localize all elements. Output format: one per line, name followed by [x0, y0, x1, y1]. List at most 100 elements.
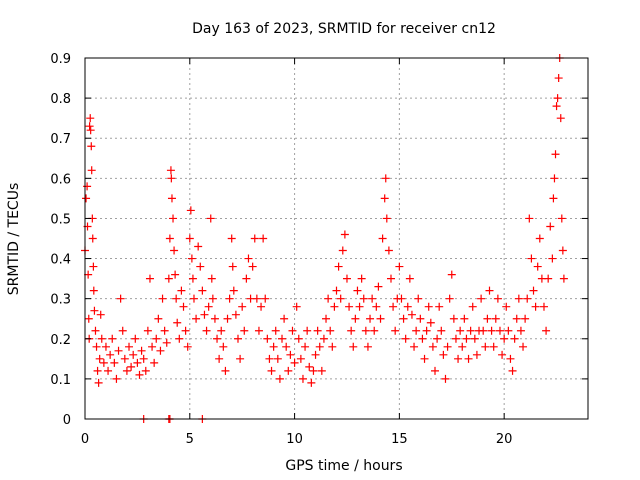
data-point	[133, 358, 142, 367]
data-point	[349, 342, 358, 351]
data-point	[420, 354, 429, 363]
data-point	[412, 326, 421, 335]
data-point	[556, 114, 565, 123]
data-point	[110, 358, 119, 367]
data-point	[542, 326, 551, 335]
data-point	[108, 334, 117, 343]
data-point	[259, 234, 268, 243]
data-point	[324, 294, 333, 303]
data-point	[361, 326, 370, 335]
data-point	[401, 334, 410, 343]
data-point	[213, 334, 222, 343]
data-point	[162, 338, 171, 347]
data-point	[166, 166, 175, 175]
data-point	[143, 326, 152, 335]
data-point	[410, 342, 419, 351]
data-point	[559, 274, 568, 283]
data-point	[548, 254, 557, 263]
data-point	[96, 310, 105, 319]
data-point	[544, 274, 553, 283]
data-point	[338, 246, 347, 255]
data-point	[389, 302, 398, 311]
data-point	[82, 194, 91, 203]
data-point	[167, 174, 176, 183]
data-point	[557, 214, 566, 223]
data-point	[368, 294, 377, 303]
y-axis-label: SRMTID / TECUs	[6, 183, 22, 296]
data-point	[298, 374, 307, 383]
data-point	[416, 314, 425, 323]
data-point	[229, 286, 238, 295]
data-point	[198, 286, 207, 295]
data-point	[200, 310, 209, 319]
data-point	[322, 314, 331, 323]
data-point	[552, 102, 561, 111]
data-point	[280, 314, 289, 323]
data-point	[104, 366, 113, 375]
data-point	[210, 314, 219, 323]
data-point	[87, 166, 96, 175]
data-point	[296, 354, 305, 363]
data-point	[546, 222, 555, 231]
data-point	[87, 142, 96, 151]
x-tick-label: 10	[286, 432, 303, 447]
data-point	[86, 126, 95, 135]
data-point	[275, 374, 284, 383]
data-point	[498, 350, 507, 359]
x-tick-label: 5	[186, 432, 194, 447]
data-point	[384, 246, 393, 255]
data-point	[464, 354, 473, 363]
data-point	[317, 366, 326, 375]
data-point	[286, 350, 295, 359]
data-point	[351, 314, 360, 323]
data-point	[479, 326, 488, 335]
data-point	[221, 366, 230, 375]
data-point	[242, 274, 251, 283]
data-point	[207, 274, 216, 283]
data-point	[382, 214, 391, 223]
data-point	[443, 342, 452, 351]
data-point	[188, 274, 197, 283]
y-tick-label: 0.4	[50, 253, 71, 268]
data-point	[558, 246, 567, 255]
data-point	[458, 342, 467, 351]
data-point	[454, 354, 463, 363]
chart-title: Day 163 of 2023, SRMTID for receiver cn1…	[192, 21, 496, 37]
data-point	[466, 326, 475, 335]
data-point	[167, 194, 176, 203]
data-point	[422, 326, 431, 335]
data-point	[313, 326, 322, 335]
data-point	[445, 294, 454, 303]
data-point	[250, 234, 259, 243]
y-tick-label: 0	[63, 413, 71, 428]
data-point	[386, 274, 395, 283]
data-point	[179, 302, 188, 311]
data-point	[173, 318, 182, 327]
x-tick-label: 20	[496, 432, 513, 447]
data-point	[150, 358, 159, 367]
data-point	[112, 374, 121, 383]
data-point	[414, 294, 423, 303]
data-point	[481, 342, 490, 351]
data-point	[397, 294, 406, 303]
y-tick-label: 0.1	[50, 373, 71, 388]
data-point	[491, 314, 500, 323]
data-point	[366, 314, 375, 323]
data-point	[489, 342, 498, 351]
data-point	[170, 246, 179, 255]
data-point	[506, 354, 515, 363]
data-point	[519, 342, 528, 351]
data-point	[483, 314, 492, 323]
y-tick-label: 0.8	[50, 92, 71, 107]
data-point	[206, 214, 215, 223]
data-point	[447, 270, 456, 279]
data-point	[86, 114, 95, 123]
data-point	[294, 334, 303, 343]
data-point	[529, 286, 538, 295]
data-point	[273, 354, 282, 363]
data-point	[89, 286, 98, 295]
data-point	[236, 354, 245, 363]
data-point	[156, 346, 165, 355]
data-point	[228, 262, 237, 271]
y-tick-label: 0.2	[50, 333, 71, 348]
